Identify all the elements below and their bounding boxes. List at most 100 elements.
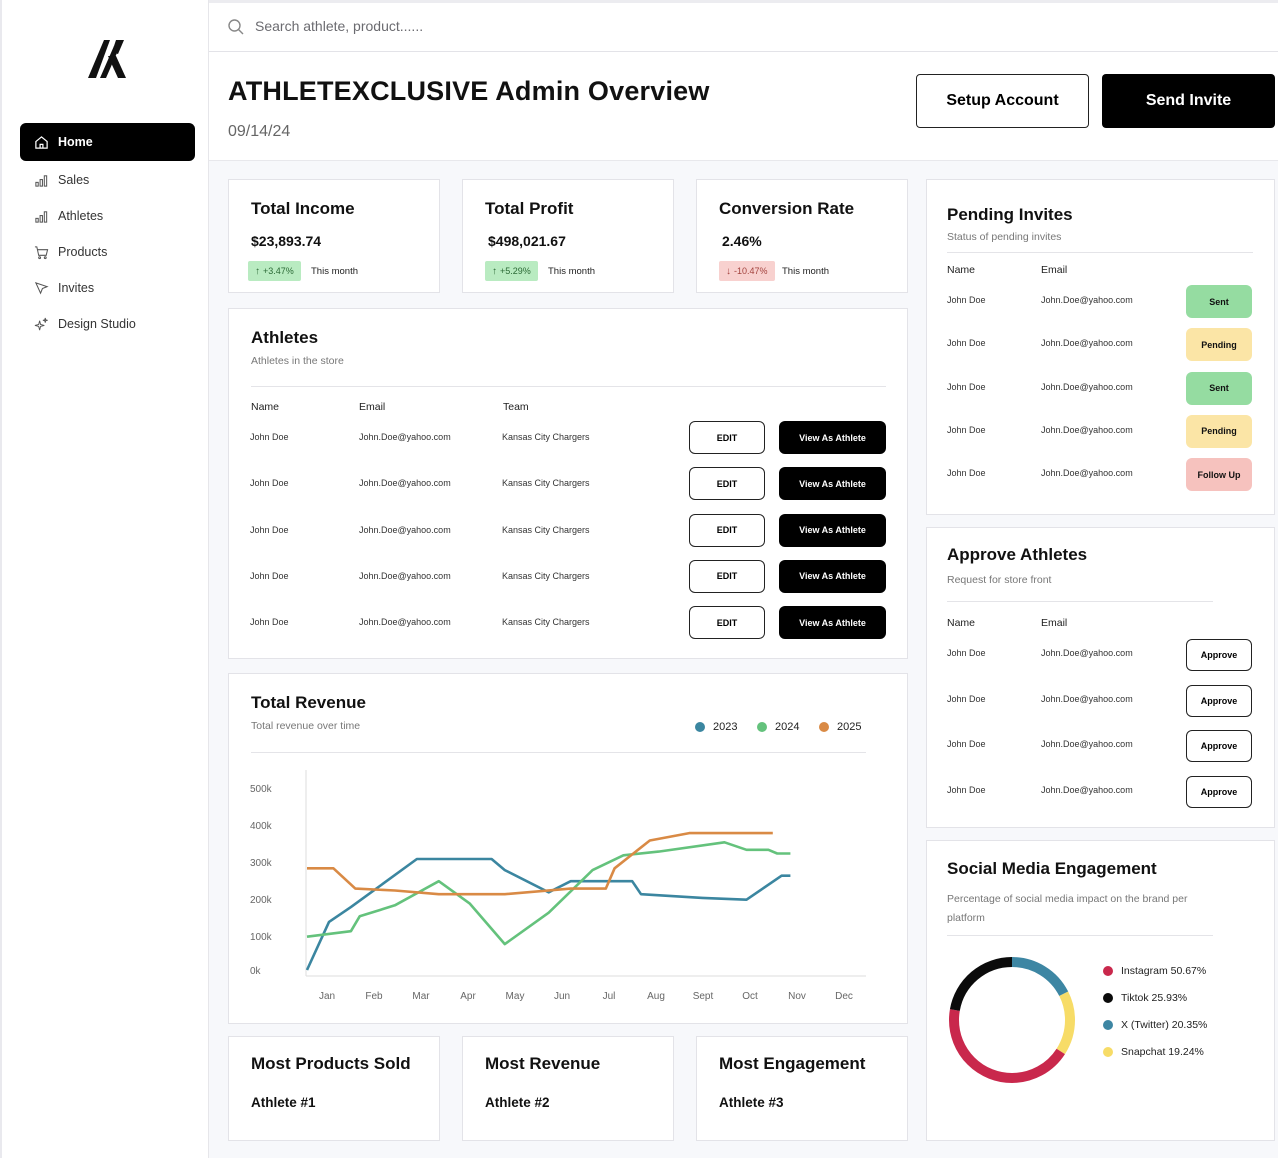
view-as-athlete-button[interactable]: View As Athlete xyxy=(779,559,886,593)
cell-email: John.Doe@yahoo.com xyxy=(1041,693,1133,704)
revenue-line-chart: 500k 400k 300k 200k 100k 0k Jan Feb Mar Apr May Jun… xyxy=(250,770,866,1002)
stat-card-total-income: Total Income $23,893.74 ↑ +3.47% This mon… xyxy=(228,179,440,293)
cell-name: John Doe xyxy=(947,648,986,658)
donut-slice xyxy=(949,957,1075,1083)
legend-item-2023: 2023 xyxy=(695,721,737,733)
sidebar-item-athletes[interactable]: Athletes xyxy=(20,198,195,234)
stat-card-conversion-rate: Conversion Rate 2.46% ↓ -10.47% This mont… xyxy=(696,179,908,293)
change-badge: ↑ +5.29% xyxy=(485,261,538,281)
card-title: Most Products Sold xyxy=(251,1054,411,1073)
approve-button[interactable]: Approve xyxy=(1186,639,1252,671)
divider xyxy=(947,252,1253,253)
search-icon xyxy=(228,19,244,35)
legend-label: 2025 xyxy=(837,721,862,733)
edit-button[interactable]: EDIT xyxy=(689,467,765,501)
legend-dot xyxy=(1103,1020,1113,1030)
cell-email: John.Doe@yahoo.com xyxy=(359,432,451,442)
home-icon xyxy=(35,135,48,149)
change-value: -10.47% xyxy=(734,266,768,276)
column-header: Name xyxy=(251,401,280,413)
sidebar-nav: Home Sales Athletes Products Invites Des… xyxy=(20,123,195,342)
divider xyxy=(251,752,866,753)
x-tick-label: Oct xyxy=(742,991,758,1002)
cell-team: Kansas City Chargers xyxy=(502,432,590,442)
edit-button[interactable]: EDIT xyxy=(689,559,765,593)
athletes-card: Athletes Athletes in the store Name Emai… xyxy=(228,308,908,659)
change-note: This month xyxy=(311,266,358,277)
stat-value: $498,021.67 xyxy=(488,233,566,249)
legend-label: X (Twitter) 20.35% xyxy=(1121,1019,1208,1031)
cell-email: John.Doe@yahoo.com xyxy=(359,570,451,581)
sparkle-icon xyxy=(34,317,48,330)
donut-slice xyxy=(949,957,1075,1083)
approve-button[interactable]: Approve xyxy=(1186,684,1252,717)
view-as-athlete-button[interactable]: View As Athlete xyxy=(779,421,886,454)
status-badge[interactable]: Sent xyxy=(1186,371,1252,405)
sidebar-item-design-studio[interactable]: Design Studio xyxy=(20,306,195,342)
divider xyxy=(947,935,1213,936)
sidebar-item-sales[interactable]: Sales xyxy=(20,162,195,198)
status-badge[interactable]: Pending xyxy=(1186,328,1252,362)
arrow-down-icon: ↓ xyxy=(726,265,731,277)
cell-name: John Doe xyxy=(947,468,986,479)
change-value: +3.47% xyxy=(263,266,294,276)
view-as-athlete-button[interactable]: View As Athlete xyxy=(779,513,886,547)
edit-button[interactable]: EDIT xyxy=(689,513,765,547)
card-title: Pending Invites xyxy=(947,205,1073,224)
y-tick-label: 100k xyxy=(250,932,273,943)
cell-name: John Doe xyxy=(947,295,986,305)
revenue-card: Total Revenue Total revenue over time 20… xyxy=(228,673,908,1024)
search-input[interactable] xyxy=(255,13,655,39)
cell-name: John Doe xyxy=(250,478,289,489)
stat-title: Total Profit xyxy=(485,199,574,218)
cell-email: John.Doe@yahoo.com xyxy=(1041,295,1133,305)
cell-email: John.Doe@yahoo.com xyxy=(1041,424,1133,435)
legend-dot xyxy=(757,722,767,732)
edit-button[interactable]: EDIT xyxy=(689,606,765,640)
arrow-up-icon: ↑ xyxy=(492,265,497,277)
send-invite-button[interactable]: Send Invite xyxy=(1102,74,1275,128)
cell-team: Kansas City Chargers xyxy=(502,478,590,489)
change-badge: ↓ -10.47% xyxy=(719,261,775,281)
column-header: Name xyxy=(947,617,976,629)
status-badge[interactable]: Follow Up xyxy=(1186,458,1252,492)
page-header: ATHLETEXCLUSIVE Admin Overview 09/14/24 … xyxy=(209,52,1278,161)
view-as-athlete-button[interactable]: View As Athlete xyxy=(779,606,886,640)
change-badge: ↑ +3.47% xyxy=(248,261,301,281)
sidebar-item-products[interactable]: Products xyxy=(20,234,195,270)
divider xyxy=(947,601,1213,602)
legend-item-2025: 2025 xyxy=(819,721,861,733)
cell-team: Kansas City Chargers xyxy=(502,617,590,628)
edit-button[interactable]: EDIT xyxy=(689,421,765,454)
arrow-up-icon: ↑ xyxy=(255,265,260,277)
cell-email: John.Doe@yahoo.com xyxy=(1041,468,1133,479)
cell-email: John.Doe@yahoo.com xyxy=(1041,381,1133,392)
approve-button[interactable]: Approve xyxy=(1186,775,1252,808)
sidebar-item-label: Design Studio xyxy=(58,317,136,331)
bar-chart-icon xyxy=(35,174,48,187)
cell-team: Kansas City Chargers xyxy=(502,570,590,581)
change-note: This month xyxy=(782,266,829,277)
card-subtitle: Total revenue over time xyxy=(251,720,361,732)
sidebar-item-invites[interactable]: Invites xyxy=(20,270,195,306)
change-value: +5.29% xyxy=(500,266,531,276)
x-tick-label: Jun xyxy=(554,991,570,1002)
cell-name: John Doe xyxy=(947,424,986,435)
top-athlete-name: Athlete #2 xyxy=(485,1095,550,1110)
view-as-athlete-button[interactable]: View As Athlete xyxy=(779,467,886,501)
cell-name: John Doe xyxy=(947,739,986,749)
status-badge[interactable]: Sent xyxy=(1186,285,1252,318)
card-title: Approve Athletes xyxy=(947,545,1088,564)
legend-label: 2023 xyxy=(713,721,738,733)
sidebar-item-home[interactable]: Home xyxy=(20,123,195,161)
cart-icon xyxy=(34,245,49,259)
setup-account-button[interactable]: Setup Account xyxy=(916,74,1089,128)
y-tick-label: 200k xyxy=(250,895,273,906)
social-engagement-card: Social Media Engagement Percentage of so… xyxy=(926,840,1275,1141)
card-subtitle: Athletes in the store xyxy=(251,355,344,367)
x-tick-label: Nov xyxy=(788,991,806,1002)
card-title: Most Engagement xyxy=(719,1054,866,1073)
card-title: Social Media Engagement xyxy=(947,859,1157,878)
status-badge[interactable]: Pending xyxy=(1186,414,1252,448)
approve-button[interactable]: Approve xyxy=(1186,730,1252,762)
